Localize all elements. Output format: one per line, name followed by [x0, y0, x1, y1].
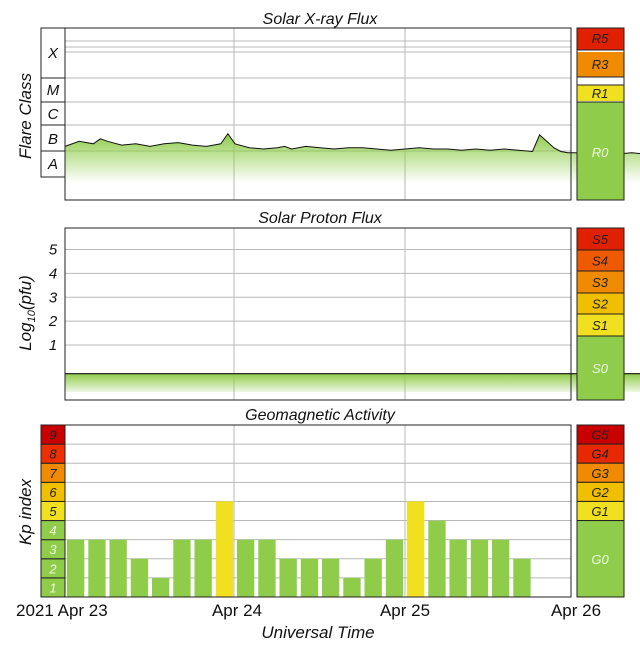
- proton-flux-fill: [65, 373, 640, 392]
- kp-bar: [470, 539, 489, 597]
- kp-bar: [513, 558, 531, 597]
- scale-s0: [576, 335, 625, 401]
- xray-title: Solar X-ray Flux: [263, 11, 379, 28]
- kp-bar: [130, 558, 149, 597]
- flare-class-x: X: [47, 45, 59, 62]
- kp-bar: [109, 539, 127, 597]
- scale-r5-label: R5: [592, 31, 609, 46]
- scale-r1: [577, 85, 624, 101]
- proton-ytick-label: 2: [48, 313, 58, 330]
- kp-level-label: 3: [49, 542, 57, 557]
- scale-s5-label: S5: [592, 232, 609, 247]
- scale-g2-label: G2: [591, 485, 609, 500]
- xray-flux-line: [64, 132, 640, 155]
- scale-s1-label: S1: [592, 318, 608, 333]
- kp-bar: [279, 558, 297, 597]
- proton-ytick-label: 3: [49, 289, 58, 306]
- geomagnetic-storm-scale: G5 G4 G3 G2 G1 G0: [576, 424, 625, 598]
- kp-ylabel: Kp index: [16, 478, 35, 545]
- kp-level-label: 5: [49, 504, 57, 519]
- kp-bar: [322, 558, 340, 597]
- scale-g0-label: G0: [591, 552, 609, 567]
- scale-s4-label: S4: [592, 254, 608, 269]
- x-axis-label: Universal Time: [261, 623, 374, 642]
- proton-ytick-label: 1: [49, 337, 57, 354]
- scale-r3-label: R3: [592, 57, 609, 72]
- kp-level-boxes: 1 2 3 4 5 6 7 8 9: [40, 424, 66, 598]
- scale-g4-label: G4: [591, 447, 608, 462]
- proton-ytick-label: 4: [49, 265, 57, 282]
- proton-frame: [64, 227, 572, 401]
- flare-class-c: C: [48, 106, 59, 123]
- xray-ylabel: Flare Class: [16, 73, 35, 159]
- flare-class-boxes: X M C B A: [40, 27, 66, 178]
- flare-class-b: B: [48, 131, 58, 148]
- flare-class-a: A: [47, 156, 58, 173]
- scale-r5: [577, 28, 624, 50]
- kp-bar: [237, 539, 255, 597]
- solar-radiation-scale: S5 S4 S3 S2 S1 S0: [576, 227, 625, 401]
- xtick-apr25: Apr 25: [380, 601, 430, 620]
- scale-g3-label: G3: [591, 466, 609, 481]
- proton-grid: [65, 228, 571, 400]
- kp-level-label: 6: [49, 485, 57, 500]
- kp-bar: [67, 539, 85, 597]
- scale-g1-label: G1: [591, 504, 608, 519]
- xtick-apr26: Apr 26: [551, 601, 601, 620]
- kp-level-label: 4: [49, 523, 56, 538]
- kp-level-label: 9: [49, 428, 56, 443]
- kp-bar: [385, 539, 404, 597]
- scale-s2-label: S2: [592, 297, 609, 312]
- kp-bar: [258, 539, 276, 597]
- proton-plot-area: [65, 228, 571, 400]
- kp-bar: [428, 520, 446, 597]
- kp-level-label: 1: [49, 580, 56, 595]
- scale-s3-label: S3: [592, 275, 609, 290]
- kp-level-label: 7: [49, 466, 57, 481]
- scale-g0: [576, 520, 625, 598]
- scale-r0: [577, 102, 624, 200]
- kp-bar: [407, 501, 425, 597]
- proton-title: Solar Proton Flux: [258, 210, 383, 227]
- radio-blackout-scale: R5 R3 R1 R0: [576, 27, 625, 201]
- kp-bar: [173, 539, 191, 597]
- kp-bar: [88, 539, 106, 597]
- kp-bar: [343, 577, 361, 597]
- kp-bar: [215, 501, 234, 597]
- kp-bar: [300, 558, 319, 597]
- xray-flux-area: [64, 132, 640, 183]
- xtick-apr24: Apr 24: [212, 601, 262, 620]
- kp-bar: [194, 539, 212, 597]
- proton-ylabel: Log10(pfu): [16, 275, 38, 351]
- kp-bar: [152, 577, 170, 597]
- kp-bar: [364, 558, 382, 597]
- scale-r0-label: R0: [592, 145, 609, 160]
- kp-level-label: 8: [49, 447, 57, 462]
- proton-flux-area: [65, 373, 640, 392]
- kp-grid: [65, 425, 571, 597]
- scale-s0-label: S0: [592, 361, 609, 376]
- kp-title: Geomagnetic Activity: [245, 407, 396, 424]
- proton-ytick-labels: 1 2 3 4 5: [48, 242, 58, 355]
- kp-bars: [67, 501, 531, 597]
- scale-g5-label: G5: [591, 428, 609, 443]
- kp-level-label: 2: [48, 561, 57, 576]
- kp-level-box: [40, 424, 66, 445]
- scale-r1-label: R1: [592, 86, 609, 101]
- kp-bar: [492, 539, 510, 597]
- proton-ytick-label: 5: [49, 242, 58, 259]
- scale-r3: [577, 52, 624, 77]
- flare-class-m: M: [47, 82, 60, 99]
- kp-bar: [449, 539, 467, 597]
- xtick-apr23: 2021 Apr 23: [16, 601, 108, 620]
